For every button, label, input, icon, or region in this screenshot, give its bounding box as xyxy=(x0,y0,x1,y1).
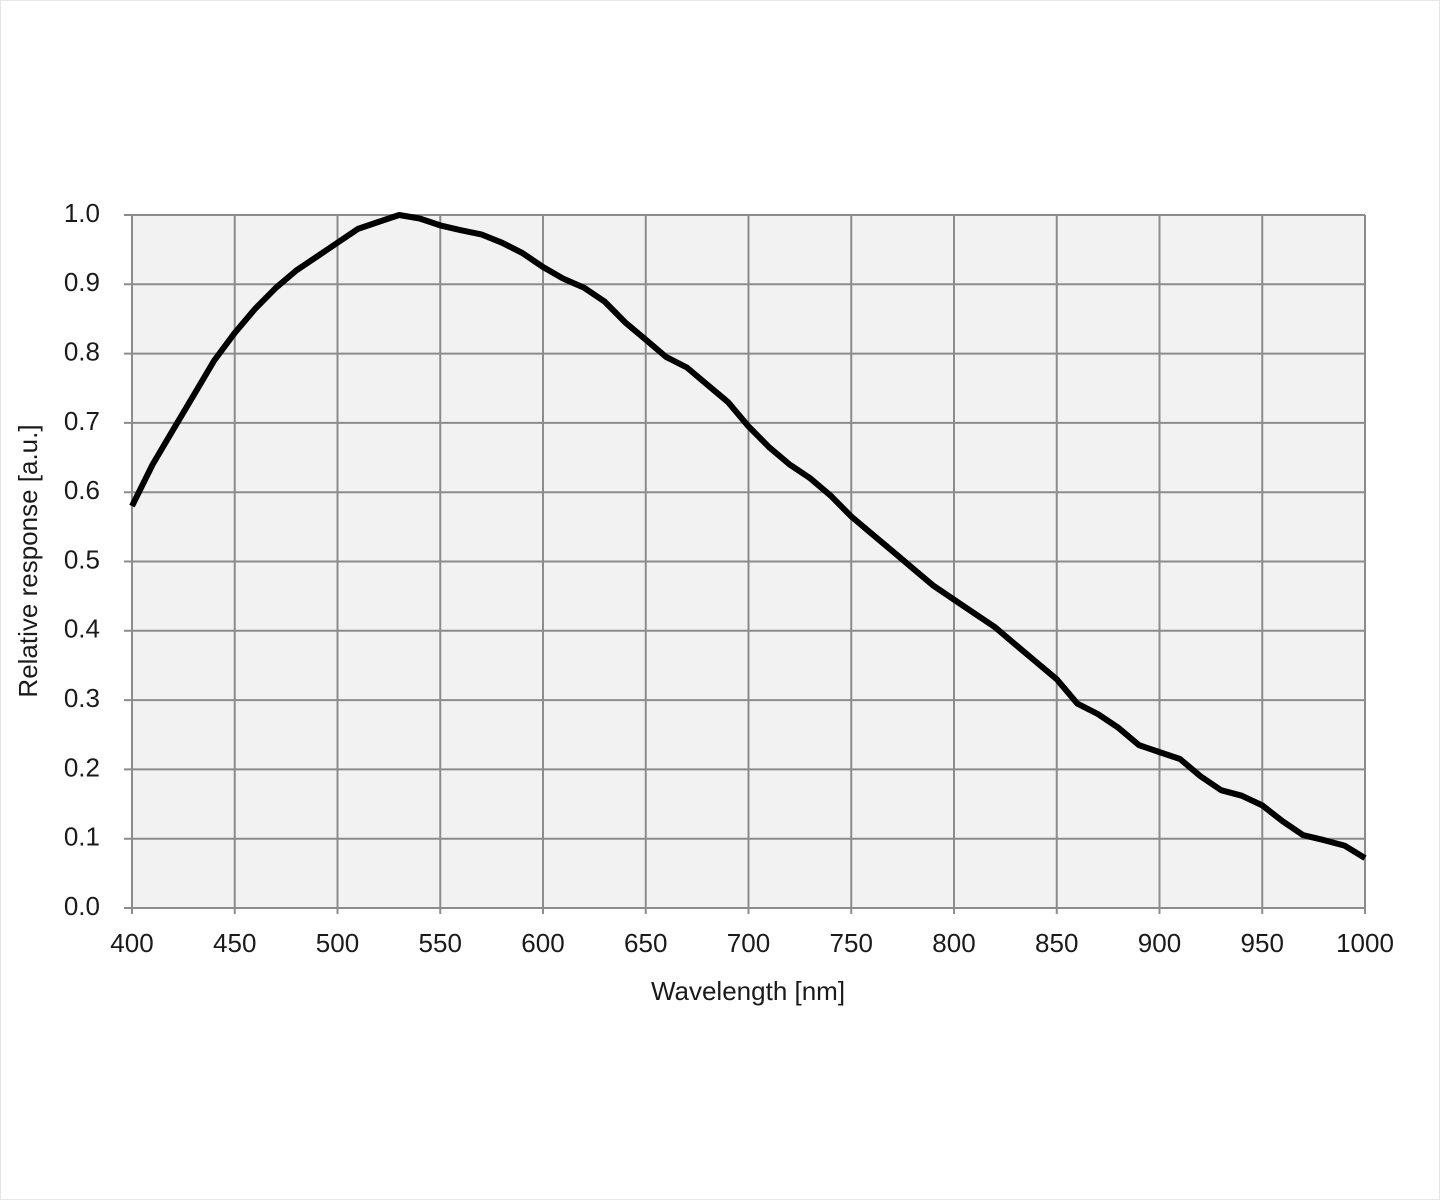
x-tick-label: 750 xyxy=(830,928,873,958)
x-tick-label: 550 xyxy=(419,928,462,958)
y-tick-label: 0.0 xyxy=(64,891,100,921)
y-tick-label: 0.5 xyxy=(64,544,100,574)
x-tick-label: 450 xyxy=(213,928,256,958)
x-tick-label: 850 xyxy=(1035,928,1078,958)
x-tick-label: 1000 xyxy=(1336,928,1394,958)
y-tick-label: 0.3 xyxy=(64,683,100,713)
y-axis-label: Relative response [a.u.] xyxy=(13,424,43,697)
y-tick-label: 0.7 xyxy=(64,406,100,436)
y-tick-label: 0.2 xyxy=(64,752,100,782)
y-tick-label: 0.9 xyxy=(64,267,100,297)
y-tick-label: 0.4 xyxy=(64,614,100,644)
y-tick-label: 0.6 xyxy=(64,475,100,505)
y-tick-label: 0.8 xyxy=(64,336,100,366)
x-tick-label: 800 xyxy=(932,928,975,958)
x-tick-label: 650 xyxy=(624,928,667,958)
y-tick-label: 1.0 xyxy=(64,198,100,228)
x-axis-label: Wavelength [nm] xyxy=(651,976,845,1006)
x-tick-label: 600 xyxy=(521,928,564,958)
x-tick-label: 500 xyxy=(316,928,359,958)
data-line xyxy=(129,212,1367,861)
x-tick-label: 900 xyxy=(1138,928,1181,958)
x-tick-label: 700 xyxy=(727,928,770,958)
y-tick-label: 0.1 xyxy=(64,822,100,852)
x-tick-label: 950 xyxy=(1241,928,1284,958)
x-tick-label: 400 xyxy=(110,928,153,958)
